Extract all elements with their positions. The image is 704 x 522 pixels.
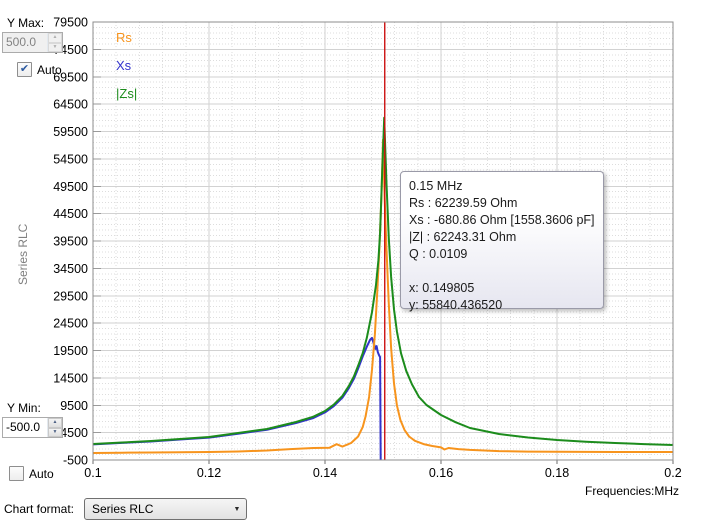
svg-text:-500: -500	[63, 454, 88, 468]
checkbox-unchecked-icon[interactable]	[9, 466, 24, 481]
svg-text:0.1: 0.1	[84, 466, 101, 480]
chart-legend: Rs Xs |Zs|	[116, 30, 137, 101]
tooltip-cursor-line: x: 0.149805	[409, 281, 475, 295]
y-min-label: Y Min:	[7, 401, 41, 415]
tooltip-line: Q : 0.0109	[409, 247, 468, 261]
svg-text:19500: 19500	[53, 344, 88, 358]
svg-text:0.2: 0.2	[664, 466, 681, 480]
svg-text:39500: 39500	[53, 235, 88, 249]
y-min-spin-down-icon[interactable]: ▼	[48, 427, 62, 437]
svg-text:29500: 29500	[53, 289, 88, 303]
y-max-value: 500.0	[6, 35, 37, 49]
svg-text:34500: 34500	[53, 262, 88, 276]
y-min-value: -500.0	[6, 420, 41, 434]
legend-item-xs: Xs	[116, 58, 132, 73]
svg-text:0.14: 0.14	[313, 466, 337, 480]
tooltip-line: 0.15 MHz	[409, 179, 463, 193]
svg-text:54500: 54500	[53, 152, 88, 166]
y-min-auto-label: Auto	[29, 466, 54, 481]
y-max-auto-checkbox[interactable]: ✔ Auto	[17, 62, 62, 77]
svg-text:14500: 14500	[53, 371, 88, 385]
svg-text:64500: 64500	[53, 98, 88, 112]
chart-format-dropdown[interactable]: Series RLC ▼	[84, 498, 247, 520]
svg-text:49500: 49500	[53, 180, 88, 194]
svg-text:0.18: 0.18	[545, 466, 569, 480]
svg-text:59500: 59500	[53, 125, 88, 139]
chart-format-value: Series RLC	[92, 502, 154, 516]
chart-tooltip: 0.15 MHz Rs : 62239.59 Ohm Xs : -680.86 Oh…	[400, 171, 604, 312]
checkbox-checked-icon[interactable]: ✔	[17, 62, 32, 77]
svg-text:0.12: 0.12	[197, 466, 221, 480]
y-max-label: Y Max:	[7, 16, 45, 30]
svg-text:4500: 4500	[60, 426, 88, 440]
svg-text:69500: 69500	[53, 70, 88, 84]
tooltip-line: Xs : -680.86 Ohm [1558.3606 pF]	[409, 213, 595, 227]
y-axis-side-label: Series RLC	[16, 223, 30, 285]
y-max-spin-up-icon[interactable]: ▲	[48, 33, 62, 43]
tooltip-cursor-line: y: 55840.436520	[409, 298, 503, 312]
y-max-spinner[interactable]: 500.0 ▲ ▼	[2, 32, 63, 53]
svg-text:9500: 9500	[60, 399, 88, 413]
svg-text:0.16: 0.16	[429, 466, 453, 480]
y-min-spin-up-icon[interactable]: ▲	[48, 418, 62, 428]
svg-text:79500: 79500	[53, 16, 88, 30]
chart-format-label: Chart format:	[4, 502, 75, 516]
tooltip-line: Rs : 62239.59 Ohm	[409, 196, 518, 210]
legend-item-rs: Rs	[116, 30, 132, 45]
x-axis-title: Frequencies:MHz	[585, 484, 680, 498]
y-max-spin-down-icon[interactable]: ▼	[48, 42, 62, 52]
legend-item-zs: |Zs|	[116, 86, 138, 101]
svg-text:44500: 44500	[53, 207, 88, 221]
y-min-auto-checkbox[interactable]: Auto	[9, 466, 54, 481]
svg-text:24500: 24500	[53, 317, 88, 331]
dropdown-arrow-icon: ▼	[233, 505, 241, 513]
y-max-auto-label: Auto	[37, 62, 62, 77]
y-min-spinner[interactable]: -500.0 ▲ ▼	[2, 417, 63, 438]
tooltip-line: |Z| : 62243.31 Ohm	[409, 230, 517, 244]
